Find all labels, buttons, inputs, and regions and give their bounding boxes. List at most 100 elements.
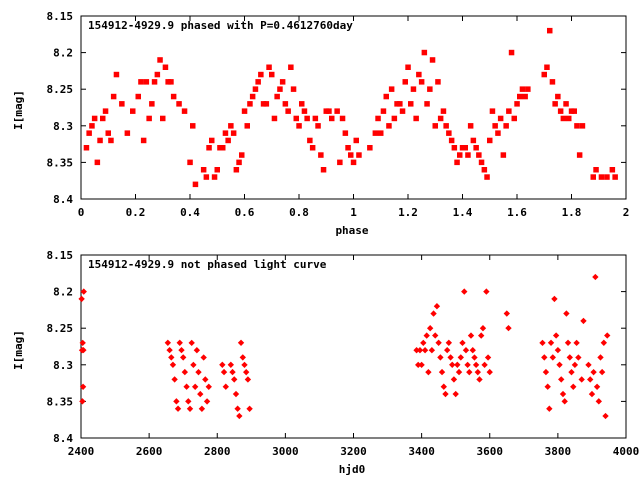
phased-data-point (315, 123, 321, 129)
phased-data-point (457, 152, 463, 158)
unphased-x-tick-label: 2800 (204, 445, 231, 458)
unphased-x-tick-label: 3600 (477, 445, 504, 458)
phased-data-point (318, 152, 324, 158)
phased-data-point (481, 167, 488, 173)
phased-data-point (405, 64, 411, 70)
unphased-data-point (413, 347, 420, 354)
unphased-data-point (503, 310, 510, 317)
unphased-data-point (444, 346, 451, 354)
phased-data-point (413, 115, 419, 122)
unphased-data-point (593, 383, 601, 390)
unphased-data-point (556, 361, 563, 368)
unphased-data-point (544, 383, 551, 390)
unphased-data-point (602, 412, 609, 420)
unphased-data-point (176, 339, 183, 346)
phased-data-point (484, 174, 490, 180)
phased-data-point (500, 152, 507, 158)
unphased-data-point (450, 376, 458, 383)
phased-data-point (517, 93, 523, 100)
phased-x-tick-label: 2 (623, 206, 630, 219)
phased-data-point (168, 79, 174, 85)
unphased-data-point (178, 346, 185, 354)
phased-data-point (277, 86, 283, 92)
phased-data-point (135, 93, 141, 100)
unphased-chart-title: 154912-4929.9 not phased light curve (88, 258, 327, 271)
unphased-data-point (231, 376, 238, 383)
unphased-data-points (78, 273, 611, 420)
phased-data-point (220, 145, 226, 151)
unphased-data-point (449, 361, 456, 368)
phased-data-point (255, 79, 261, 85)
phased-data-point (326, 108, 332, 114)
unphased-data-point (180, 354, 187, 361)
unphased-data-point (472, 361, 480, 369)
unphased-data-point (558, 376, 565, 383)
unphased-data-point (454, 361, 461, 368)
unphased-data-point (566, 354, 573, 361)
unphased-data-point (549, 354, 556, 361)
phased-data-point (162, 64, 169, 70)
unphased-y-tick-label: 8.4 (53, 432, 73, 445)
phased-data-point (214, 167, 220, 173)
unphased-data-point (462, 347, 470, 354)
phased-data-point (563, 101, 569, 107)
unphased-data-point (486, 368, 493, 376)
unphased-data-point (474, 368, 481, 376)
unphased-data-point (554, 346, 562, 354)
unphased-data-point (541, 354, 548, 361)
phased-chart-title: 154912-4929.9 phased with P=0.4612760day (88, 19, 353, 32)
unphased-y-tick-label: 8.3 (53, 359, 73, 372)
phased-data-point (348, 152, 354, 158)
phased-data-point (470, 137, 477, 144)
unphased-data-point (191, 383, 199, 390)
phased-data-point (165, 79, 171, 85)
unphased-data-point (78, 295, 85, 303)
phased-data-point (465, 152, 471, 158)
unphased-data-point (452, 390, 459, 398)
unphased-data-point (597, 354, 604, 361)
unphased-data-point (575, 354, 582, 361)
phased-data-point (388, 86, 395, 92)
phased-data-point (549, 79, 556, 85)
phased-data-point (225, 137, 231, 144)
unphased-data-point (455, 368, 463, 376)
phased-data-point (386, 123, 392, 129)
phased-data-point (495, 130, 501, 136)
unphased-data-point (229, 368, 236, 376)
phased-data-point (187, 159, 193, 166)
phased-data-point (249, 93, 256, 100)
phased-data-point (151, 79, 158, 85)
phased-data-point (124, 130, 131, 136)
unphased-data-point (563, 310, 570, 317)
phased-data-point (503, 123, 509, 129)
unphased-data-point (546, 405, 553, 412)
phased-data-point (217, 145, 223, 151)
unphased-data-point (173, 398, 180, 405)
unphased-data-point (200, 354, 207, 361)
unphased-data-point (190, 361, 197, 369)
unphased-data-point (484, 354, 492, 361)
unphased-x-axis-label: hjd0 (339, 463, 366, 476)
phased-data-point (487, 137, 493, 144)
phased-data-point (571, 108, 577, 114)
unphased-data-point (505, 324, 512, 332)
phased-data-point (258, 71, 264, 78)
unphased-data-point (564, 339, 572, 346)
unphased-data-point (551, 295, 558, 303)
phased-data-point (263, 101, 270, 107)
phased-data-point (143, 79, 150, 85)
phased-data-point (566, 115, 572, 122)
phased-data-point (94, 159, 101, 166)
unphased-data-point (241, 361, 248, 369)
unphased-data-point (164, 339, 172, 346)
unphased-data-point (585, 361, 592, 369)
unphased-data-point (447, 354, 454, 361)
phased-data-point (590, 174, 596, 180)
unphased-data-point (236, 412, 243, 420)
unphased-data-point (183, 383, 190, 390)
phased-data-point (492, 123, 498, 129)
unphased-data-point (79, 339, 86, 347)
unphased-data-point (464, 361, 471, 369)
phased-data-point (391, 115, 398, 122)
phased-x-tick-label: 1.6 (507, 206, 527, 219)
